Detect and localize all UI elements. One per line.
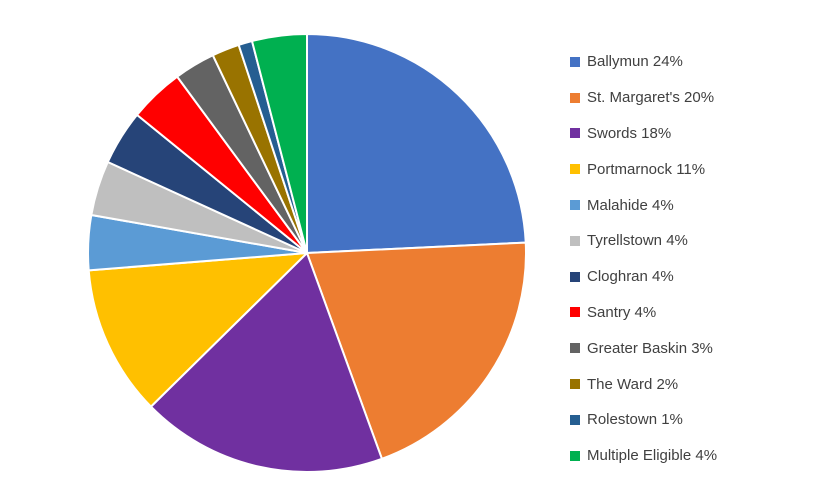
legend-swatch: [570, 164, 580, 175]
legend-label: St. Margaret's 20%: [587, 89, 715, 107]
legend-item: St. Margaret's 20%: [570, 80, 717, 116]
legend-item: Ballymun 24%: [570, 44, 717, 80]
legend-item: The Ward 2%: [570, 366, 717, 402]
legend-item: Rolestown 1%: [570, 402, 717, 438]
chart-legend: Ballymun 24% St. Margaret's 20% Swords 18%…: [570, 44, 717, 474]
legend-swatch: [570, 200, 580, 211]
legend-item: Santry 4%: [570, 295, 717, 331]
pie-slice-st-margaret-s: [306, 241, 527, 460]
legend-swatch: [570, 56, 580, 67]
legend-label: Malahide 4%: [587, 196, 674, 214]
legend-label: Santry 4%: [587, 303, 657, 321]
legend-item: Cloghran 4%: [570, 259, 717, 295]
legend-swatch: [570, 128, 580, 139]
pie-slice-portmarnock: [87, 252, 308, 408]
legend-swatch: [570, 92, 580, 103]
pie-slice-multiple-eligible: [251, 33, 308, 254]
pie-slice-swords: [149, 252, 383, 473]
legend-label: Multiple Eligible 4%: [587, 447, 718, 465]
legend-label: Cloghran 4%: [587, 268, 674, 286]
legend-label: Swords 18%: [587, 124, 672, 142]
pie-slice-ballymun: [306, 33, 527, 254]
legend-swatch: [570, 450, 580, 461]
legend-swatch: [570, 414, 580, 425]
legend-item: Tyrellstown 4%: [570, 223, 717, 259]
legend-swatch: [570, 235, 580, 246]
legend-item: Multiple Eligible 4%: [570, 438, 717, 474]
legend-item: Malahide 4%: [570, 187, 717, 223]
legend-item: Portmarnock 11%: [570, 151, 717, 187]
legend-swatch: [570, 379, 580, 390]
legend-label: Portmarnock 11%: [587, 160, 706, 178]
legend-label: Rolestown 1%: [587, 411, 683, 429]
legend-swatch: [570, 271, 580, 282]
legend-label: The Ward 2%: [587, 375, 679, 393]
legend-label: Tyrellstown 4%: [587, 232, 688, 250]
legend-label: Greater Baskin 3%: [587, 339, 713, 357]
legend-swatch: [570, 307, 580, 318]
legend-item: Greater Baskin 3%: [570, 330, 717, 366]
legend-swatch: [570, 343, 580, 354]
legend-item: Swords 18%: [570, 116, 717, 152]
legend-label: Ballymun 24%: [587, 53, 683, 71]
